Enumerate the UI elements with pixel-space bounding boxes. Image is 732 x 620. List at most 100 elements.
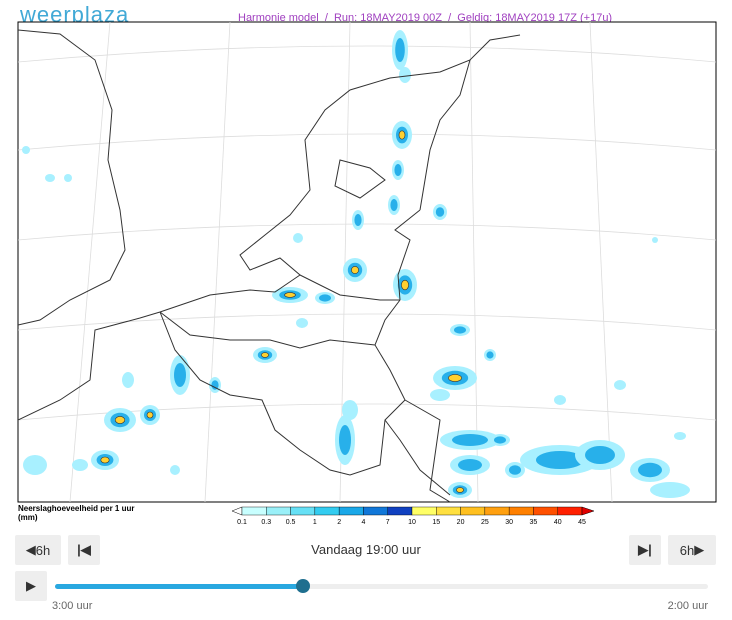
graticule [18,22,716,502]
colorbar: 0.1 0.3 0.5 1 2 4 7 10 15 20 25 30 35 40 45 [231,506,595,526]
colorbar-label: 45 [578,519,586,526]
back-label: 6h [35,542,51,558]
colorbar-segment [314,506,340,516]
precip-area [395,38,405,62]
colorbar-label: 0.1 [237,519,247,526]
precip-core [448,374,462,382]
precip-area [296,318,308,328]
colorbar-segment [241,506,267,516]
legend-title-line: Neerslaghoeveelheid per 1 uur [18,504,135,513]
colorbar-label: 10 [408,519,416,526]
precip-area [354,214,362,226]
precip-core [261,352,269,358]
first-button[interactable]: |◀ [68,535,100,565]
colorbar-label: 35 [530,519,538,526]
colorbar-segment [266,506,291,516]
colorbar-segment [387,506,413,516]
precip-area [390,199,398,211]
precip-core [401,279,409,291]
precip-area [211,380,219,390]
colorbar-label: 25 [481,519,489,526]
colorbar-right-tip [581,506,595,516]
end-label: 2:00 uur [667,600,708,612]
slider-track[interactable] [55,584,708,589]
precip-area [652,237,658,243]
precip-area [435,207,445,217]
colorbar-segment [436,506,461,516]
precip-area [458,459,482,471]
forward-arrow: ▶ [694,542,705,557]
precip-area [122,372,134,388]
precip-area [452,434,488,446]
colorbar-label: 20 [457,519,465,526]
colorbar-segment [508,506,534,516]
legend-title-line: (mm) [18,513,38,522]
precip-area [486,351,494,359]
precip-area [638,462,662,478]
precip-area [494,436,506,444]
colorbar-label: 30 [505,519,513,526]
map [17,21,717,503]
colorbar-segment [460,506,486,516]
slider-fill [55,584,303,589]
forward-button[interactable]: 6h ▶ [668,535,716,565]
precip-area [22,146,30,154]
precip-core [351,266,359,274]
precip-area [509,465,521,475]
precip-area [399,67,411,83]
slider-knob[interactable] [296,579,310,593]
colorbar-segment [484,506,510,516]
precip-area [394,164,402,176]
precip-area [319,294,331,302]
colorbar-label: 1 [313,519,317,526]
precip-core [284,292,296,298]
colorbar-label: 0.3 [261,519,271,526]
precip-area [674,432,686,440]
colorbar-label: 7 [386,519,390,526]
colorbar-segment [557,506,583,516]
precip-area [293,233,303,243]
precip-core [114,416,126,424]
precip-core [100,456,110,464]
precip-area [536,451,584,469]
colorbar-left-tip [231,506,243,516]
precip-area [342,400,358,420]
precip-core [146,411,154,419]
colorbar-label: 0.5 [286,519,296,526]
precip-area [339,425,351,455]
current-time: Vandaag 19:00 uur [311,542,421,557]
legend-title: Neerslaghoeveelheid per 1 uur (mm) [18,504,135,522]
play-button[interactable]: ▶ [15,571,47,601]
precip-area [585,446,615,464]
precip-area [454,326,466,334]
precip-area [72,459,88,471]
precip-area [174,363,186,387]
back-button[interactable]: ◀ 6h [15,535,61,565]
precip-area [64,174,72,182]
precip-core [456,487,464,493]
colorbar-label: 4 [361,519,365,526]
precip-core [398,130,406,140]
colorbar-segment [411,506,437,516]
precip-area [650,482,690,498]
colorbar-segment [338,506,364,516]
borders [18,29,521,502]
start-label: 3:00 uur [52,600,93,612]
colorbar-segment [363,506,388,516]
colorbar-label: 2 [337,519,341,526]
precip-area [23,455,47,475]
precip-area [614,380,626,390]
colorbar-segment [533,506,558,516]
run-info: Harmonie model / Run: 18MAY2019 00Z / Ge… [238,12,613,24]
forward-label: 6h [679,542,695,558]
colorbar-segment [290,506,316,516]
precip-area [430,389,450,401]
colorbar-label: 15 [432,519,440,526]
precip-area [45,174,55,182]
colorbar-label: 40 [554,519,562,526]
precip-area [554,395,566,405]
precip-area [170,465,180,475]
last-button[interactable]: ▶| [629,535,661,565]
back-arrow: ◀ [25,542,36,557]
